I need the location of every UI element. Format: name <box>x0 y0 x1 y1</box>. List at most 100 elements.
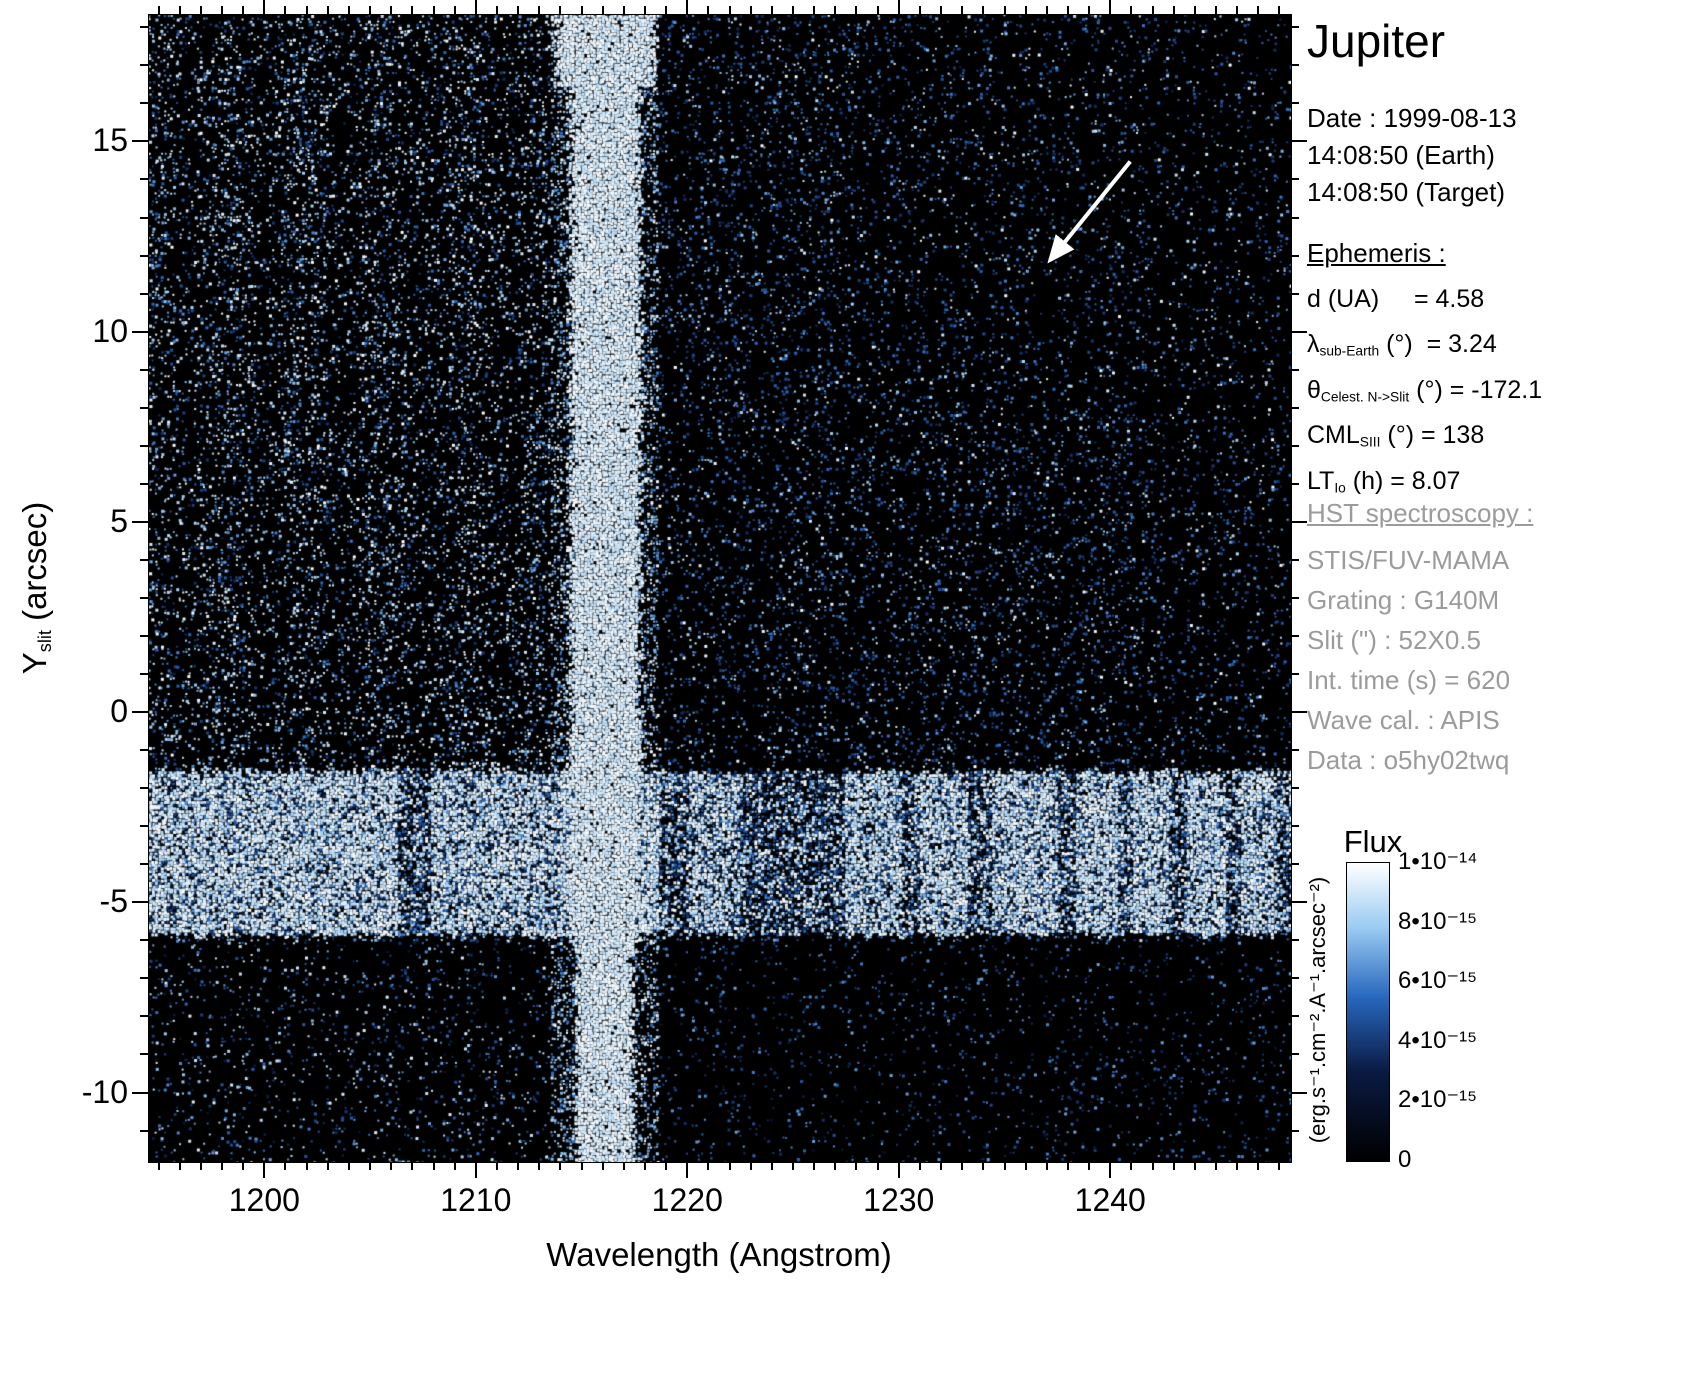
figure: 1200 1210 1220 1230 1240 15 10 5 0 -5 -10 Waveleng… <box>0 0 1695 1385</box>
axis-tick <box>221 1162 223 1170</box>
axis-tick <box>140 64 148 66</box>
axis-tick <box>1291 140 1307 142</box>
axis-tick <box>433 6 435 14</box>
axis-tick <box>729 1162 731 1170</box>
axis-tick <box>707 1162 709 1170</box>
axis-tick <box>132 331 148 333</box>
x-tick-label: 1210 <box>396 1182 556 1219</box>
axis-tick <box>707 6 709 14</box>
axis-tick <box>1291 1015 1299 1017</box>
axis-tick <box>729 6 731 14</box>
axis-tick <box>284 1162 286 1170</box>
axis-tick <box>855 1162 857 1170</box>
axis-tick <box>1291 178 1299 180</box>
colorbar-tick-label: 4•10⁻¹⁵ <box>1398 1026 1477 1056</box>
axis-tick <box>665 1162 667 1170</box>
axis-tick <box>140 369 148 371</box>
colorbar-tick-label: 0 <box>1398 1145 1411 1175</box>
axis-tick <box>1278 6 1280 14</box>
colorbar-tick-label: 2•10⁻¹⁵ <box>1398 1085 1477 1115</box>
axis-tick <box>771 1162 773 1170</box>
eph-subscript: Celest. N->Slit <box>1321 389 1409 404</box>
axis-tick <box>242 1162 244 1170</box>
y-tick-label: 10 <box>26 313 128 350</box>
x-tick-label: 1200 <box>184 1182 344 1219</box>
axis-tick <box>1291 407 1299 409</box>
axis-tick <box>1291 711 1307 713</box>
axis-tick <box>538 6 540 14</box>
axis-tick <box>919 6 921 14</box>
axis-tick <box>1236 1162 1238 1170</box>
ephemeris-row: CMLSIII (°) = 138 <box>1307 416 1542 461</box>
axis-tick <box>1152 6 1154 14</box>
axis-tick <box>140 787 148 789</box>
axis-tick <box>369 1162 371 1170</box>
axis-tick <box>1291 102 1299 104</box>
axis-tick <box>813 1162 815 1170</box>
axis-tick <box>475 0 477 14</box>
axis-tick <box>750 1162 752 1170</box>
target-title: Jupiter <box>1307 14 1445 68</box>
axis-tick <box>140 1130 148 1132</box>
axis-tick <box>982 6 984 14</box>
colorbar-tick-label: 1•10⁻¹⁴ <box>1398 847 1477 877</box>
axis-tick <box>263 1162 265 1178</box>
axis-tick <box>348 1162 350 1170</box>
axis-tick <box>1194 6 1196 14</box>
y-tick-label: -5 <box>26 883 128 920</box>
axis-tick <box>940 1162 942 1170</box>
axis-tick <box>834 6 836 14</box>
axis-tick <box>200 1162 202 1170</box>
axis-tick <box>475 1162 477 1178</box>
eph-value: (°) = 138 <box>1380 421 1484 449</box>
axis-tick <box>1291 1053 1299 1055</box>
axis-tick <box>140 673 148 675</box>
axis-tick <box>411 1162 413 1170</box>
axis-tick <box>1236 6 1238 14</box>
axis-tick <box>559 1162 561 1170</box>
x-tick-label: 1240 <box>1030 1182 1190 1219</box>
colorbar-tick-labels: 1•10⁻¹⁴ 8•10⁻¹⁵ 6•10⁻¹⁵ 4•10⁻¹⁵ 2•10⁻¹⁵ 0 <box>1398 862 1558 1160</box>
axis-tick <box>140 102 148 104</box>
axis-tick <box>242 6 244 14</box>
axis-tick <box>1291 255 1299 257</box>
axis-tick <box>1291 217 1299 219</box>
axis-tick <box>200 6 202 14</box>
axis-tick <box>538 1162 540 1170</box>
axis-tick <box>1291 635 1299 637</box>
axis-tick <box>1257 6 1259 14</box>
axis-tick <box>877 6 879 14</box>
axis-tick <box>496 1162 498 1170</box>
observation-block: Date : 1999-08-13 14:08:50 (Earth) 14:08… <box>1307 100 1517 211</box>
colorbar-tick-label: 6•10⁻¹⁵ <box>1398 966 1477 996</box>
axis-tick <box>140 26 148 28</box>
axis-tick <box>1291 825 1299 827</box>
axis-tick <box>623 1162 625 1170</box>
axis-tick <box>1152 1162 1154 1170</box>
axis-tick <box>454 1162 456 1170</box>
axis-tick <box>1278 1162 1280 1170</box>
axis-tick <box>179 6 181 14</box>
axis-tick <box>1291 977 1299 979</box>
axis-tick <box>140 977 148 979</box>
axis-tick <box>1109 1162 1111 1178</box>
axis-tick <box>834 1162 836 1170</box>
eph-symbol: CML <box>1307 421 1360 449</box>
eph-subscript: SIII <box>1360 435 1381 450</box>
axis-tick <box>132 140 148 142</box>
axis-tick <box>140 825 148 827</box>
axis-tick <box>1046 6 1048 14</box>
axis-tick <box>898 0 900 14</box>
axis-tick <box>1291 939 1299 941</box>
axis-tick <box>1291 483 1299 485</box>
eph-value: (°) = 3.24 <box>1379 330 1497 358</box>
axis-tick <box>284 6 286 14</box>
axis-tick <box>644 6 646 14</box>
axis-tick <box>132 521 148 523</box>
hst-line-wave-cal: Wave cal. : APIS <box>1307 700 1510 740</box>
axis-tick <box>665 6 667 14</box>
ephemeris-row: d (UA) = 4.58 <box>1307 280 1542 325</box>
axis-tick <box>140 863 148 865</box>
axis-tick <box>602 6 604 14</box>
axis-tick <box>454 6 456 14</box>
